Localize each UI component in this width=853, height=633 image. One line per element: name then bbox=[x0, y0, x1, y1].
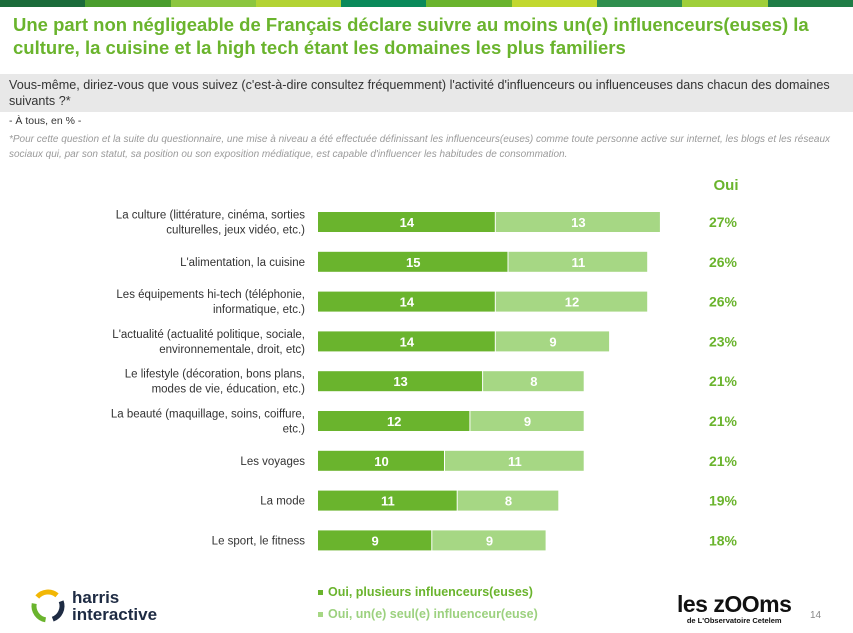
total-value-label: 27% bbox=[709, 214, 738, 230]
bar-seul bbox=[508, 251, 648, 272]
bar-value-label: 11 bbox=[381, 494, 395, 509]
bar-value-label: 9 bbox=[486, 533, 493, 548]
legend-swatch-plusieurs bbox=[318, 589, 323, 595]
category-label: modes de vie, éducation, etc.) bbox=[152, 384, 306, 396]
bar-seul bbox=[495, 212, 660, 232]
category-label: etc.) bbox=[283, 424, 306, 436]
legend-swatch-seul bbox=[318, 611, 323, 617]
category-label: Le sport, le fitness bbox=[212, 535, 306, 547]
page-number: 14 bbox=[810, 610, 822, 621]
bar-value-label: 8 bbox=[505, 494, 512, 509]
harris-logo-icon bbox=[31, 589, 65, 623]
top-strip-segment bbox=[85, 0, 171, 7]
category-label: Le lifestyle (décoration, bons plans, bbox=[125, 369, 305, 381]
legend-label-plusieurs: Oui, plusieurs influenceurs(euses) bbox=[328, 585, 533, 599]
bar-plusieurs bbox=[318, 530, 432, 551]
bar-seul bbox=[470, 411, 584, 431]
top-strip-segment bbox=[767, 0, 853, 7]
category-label: L'alimentation, la cuisine bbox=[180, 257, 305, 269]
top-strip-segment bbox=[682, 0, 768, 7]
les-zooms-logo: les zOOms de L'Observatoire Cetelem bbox=[677, 591, 792, 625]
bar-seul bbox=[495, 331, 610, 352]
bar-plusieurs bbox=[318, 371, 483, 392]
top-strip-segment bbox=[0, 0, 86, 7]
top-color-strip bbox=[0, 0, 853, 7]
bar-value-label: 8 bbox=[530, 374, 537, 389]
survey-question: Vous-même, diriez-vous que vous suivez (… bbox=[0, 74, 853, 112]
bar-seul bbox=[432, 530, 546, 551]
category-label: Les voyages bbox=[240, 456, 305, 468]
category-label: environnementale, droit, etc) bbox=[159, 344, 305, 356]
bar-value-label: 9 bbox=[372, 533, 379, 548]
bar-seul bbox=[495, 291, 648, 312]
legend-item-seul: Oui, un(e) seul(e) influenceur(euse) bbox=[318, 603, 538, 625]
bar-plusieurs bbox=[318, 490, 457, 511]
bar-plusieurs bbox=[318, 450, 444, 471]
top-strip-segment bbox=[511, 0, 598, 7]
category-label: La culture (littérature, cinéma, sorties bbox=[116, 210, 305, 222]
total-value-label: 19% bbox=[709, 493, 738, 509]
bar-value-label: 14 bbox=[400, 215, 415, 230]
bar-value-label: 11 bbox=[571, 255, 585, 270]
total-value-label: 23% bbox=[709, 333, 738, 349]
category-label: La beauté (maquillage, soins, coiffure, bbox=[111, 409, 305, 421]
top-strip-segment bbox=[426, 0, 512, 7]
bar-seul bbox=[483, 371, 584, 392]
category-label: L'actualité (actualité politique, social… bbox=[112, 329, 305, 341]
total-value-label: 21% bbox=[709, 453, 738, 469]
bar-value-label: 10 bbox=[374, 454, 388, 469]
category-label: La mode bbox=[260, 496, 305, 508]
bar-value-label: 11 bbox=[508, 454, 522, 469]
total-value-label: 18% bbox=[709, 532, 738, 548]
bar-plusieurs bbox=[318, 291, 495, 312]
harris-logo-line2: interactive bbox=[72, 605, 158, 624]
bar-plusieurs bbox=[318, 251, 508, 272]
bar-value-label: 9 bbox=[549, 334, 556, 349]
top-strip-segment bbox=[341, 0, 427, 7]
harris-interactive-logo: harris interactive bbox=[30, 588, 157, 624]
top-strip-segment bbox=[255, 0, 342, 7]
legend-item-plusieurs: Oui, plusieurs influenceurs(euses) bbox=[318, 581, 538, 603]
page-title: Une part non négligeable de Français déc… bbox=[13, 14, 809, 58]
legend-label-seul: Oui, un(e) seul(e) influenceur(euse) bbox=[328, 607, 538, 621]
bar-value-label: 13 bbox=[571, 215, 585, 230]
bar-value-label: 12 bbox=[565, 295, 579, 310]
bar-value-label: 15 bbox=[406, 255, 420, 270]
harris-logo-line1: harris bbox=[72, 588, 120, 607]
bar-value-label: 9 bbox=[524, 414, 531, 429]
bar-value-label: 14 bbox=[400, 295, 415, 310]
bar-value-label: 14 bbox=[400, 334, 415, 349]
bar-plusieurs bbox=[318, 331, 495, 352]
total-value-label: 26% bbox=[709, 254, 738, 270]
bar-seul bbox=[457, 490, 559, 511]
total-value-label: 21% bbox=[709, 373, 738, 389]
footnote: *Pour cette question et la suite du ques… bbox=[9, 134, 831, 160]
bar-plusieurs bbox=[318, 411, 470, 431]
category-label: Les équipements hi-tech (téléphonie, bbox=[116, 289, 305, 301]
total-value-label: 21% bbox=[709, 413, 738, 429]
top-strip-segment bbox=[597, 0, 683, 7]
zooms-logo-subtext: de L'Observatoire Cetelem bbox=[686, 616, 782, 625]
legend: Oui, plusieurs influenceurs(euses) Oui, … bbox=[318, 581, 538, 625]
category-label: informatique, etc.) bbox=[213, 304, 305, 316]
totals-header: Oui bbox=[713, 177, 739, 194]
zooms-logo-text: les zOOms bbox=[677, 591, 792, 617]
bar-plusieurs bbox=[318, 212, 495, 232]
category-label: culturelles, jeux vidéo, etc.) bbox=[166, 225, 305, 237]
survey-base: - À tous, en % - bbox=[9, 115, 82, 127]
bar-value-label: 12 bbox=[387, 414, 401, 429]
total-value-label: 26% bbox=[709, 294, 738, 310]
top-strip-segment bbox=[170, 0, 256, 7]
bar-value-label: 13 bbox=[393, 374, 407, 389]
bar-seul bbox=[445, 450, 584, 471]
